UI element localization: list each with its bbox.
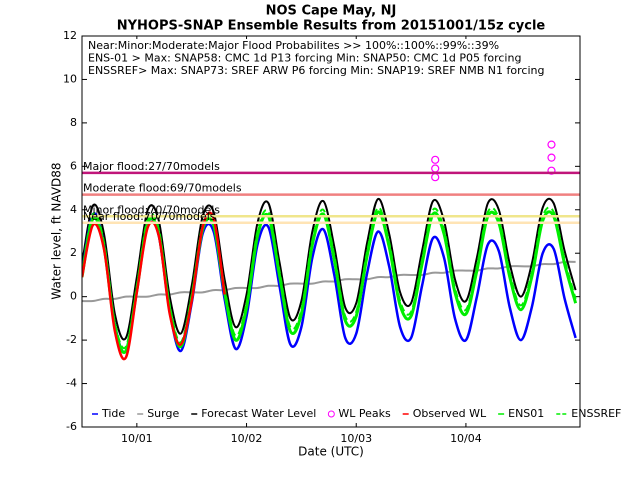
peak-marker	[431, 155, 440, 164]
y-tick-label: -4	[66, 377, 77, 390]
series-line	[82, 260, 576, 303]
chart-subtitle: NYHOPS-SNAP Ensemble Results from 201510…	[117, 19, 546, 34]
y-tick-label: 6	[70, 159, 77, 172]
y-tick-label: 2	[70, 246, 77, 259]
peak-marker	[547, 140, 556, 149]
plot-area	[82, 140, 578, 361]
x-tick-label: 10/03	[340, 432, 372, 445]
peak-marker	[431, 164, 440, 173]
legend-label: Forecast Water Level	[201, 407, 316, 420]
threshold-label: Moderate flood:69/70models	[83, 182, 242, 195]
y-tick-label: 8	[70, 116, 77, 129]
threshold-label: Minor flood:70/70models	[83, 203, 220, 216]
chart-title: NOS Cape May, NJ	[266, 4, 397, 19]
x-axis-label: Date (UTC)	[298, 445, 364, 459]
x-tick-label: 10/02	[231, 432, 263, 445]
annotation: ENSSREF> Max: SNAP73: SREF ARW P6 forcin…	[88, 64, 544, 77]
peak-marker	[547, 153, 556, 162]
legend-label: Surge	[147, 407, 179, 420]
legend-label: ENS01	[508, 407, 544, 420]
legend-label: WL Peaks	[338, 407, 391, 420]
legend-label: ENSSREF	[571, 407, 621, 420]
y-tick-label: 4	[70, 203, 77, 216]
x-tick-label: 10/01	[121, 432, 153, 445]
annotation-box	[85, 39, 550, 79]
legend-label: Tide	[101, 407, 125, 420]
annotation: Near:Minor:Moderate:Major Flood Probabil…	[88, 39, 499, 52]
y-tick-label: 10	[63, 72, 77, 85]
x-tick-label: 10/04	[450, 432, 482, 445]
threshold-label: Near flood:70/70models	[83, 210, 216, 223]
threshold-label: Major flood:27/70models	[83, 160, 220, 173]
y-tick-label: -2	[66, 333, 77, 346]
legend-box	[85, 405, 577, 423]
legend-marker	[327, 410, 335, 418]
y-tick-label: -6	[66, 420, 77, 433]
peak-marker	[431, 173, 440, 182]
annotation: ENS-01 > Max: SNAP58: CMC 1d P13 forcing…	[88, 52, 521, 65]
series-line	[82, 197, 577, 341]
y-tick-label: 0	[70, 290, 77, 303]
y-axis-label: Water level, ft NAVD88	[50, 162, 64, 299]
plot-frame	[81, 35, 581, 428]
legend-label: Observed WL	[413, 407, 487, 420]
peak-marker	[547, 166, 556, 175]
y-tick-label: 12	[63, 29, 77, 42]
